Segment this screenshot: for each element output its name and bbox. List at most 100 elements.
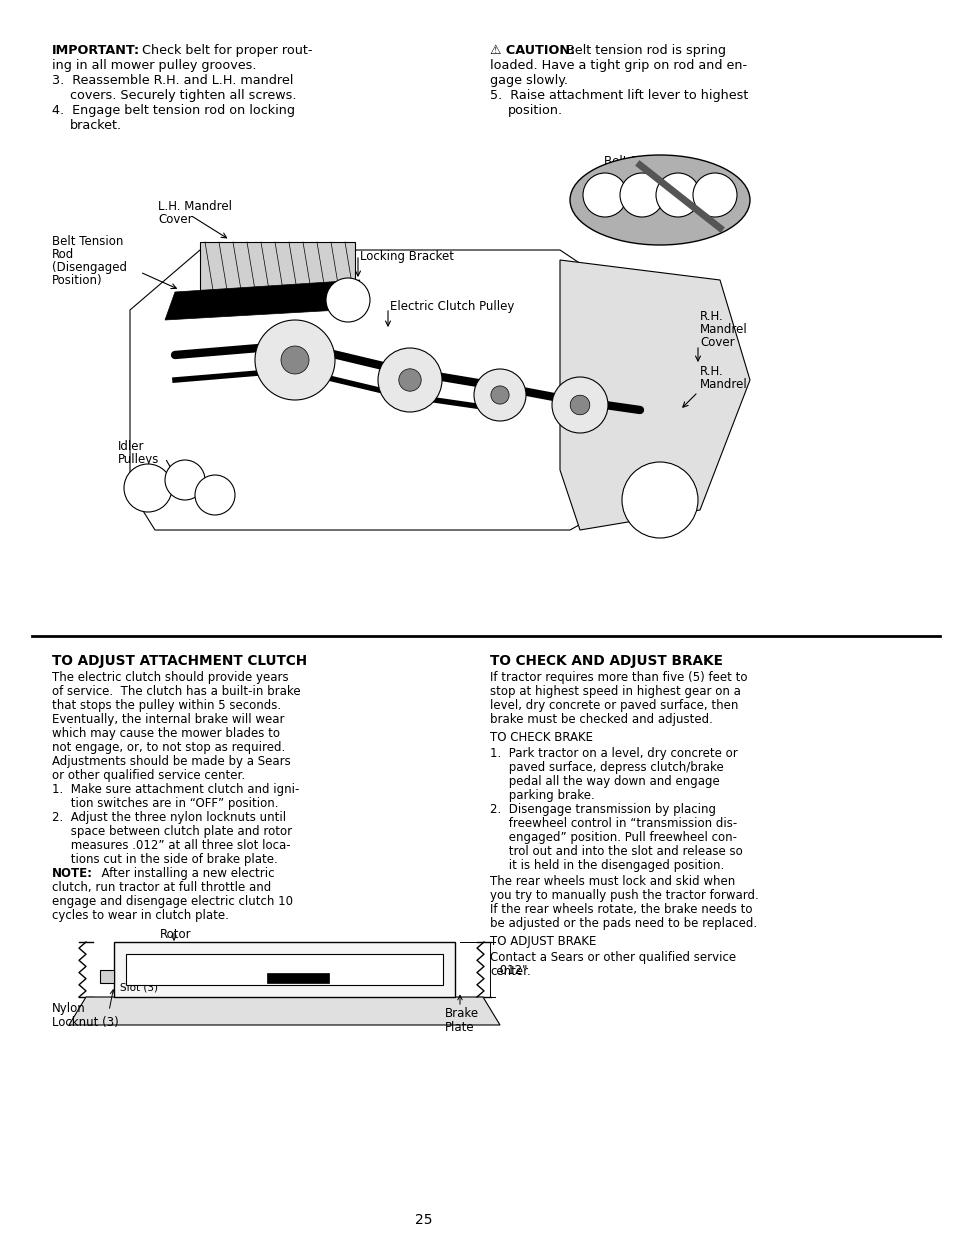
Text: 2.  Adjust the three nylon locknuts until: 2. Adjust the three nylon locknuts until (52, 811, 286, 824)
Text: L.H. Mandrel: L.H. Mandrel (158, 200, 232, 212)
Text: Pulleys: Pulleys (118, 453, 159, 466)
Text: IMPORTANT:: IMPORTANT: (52, 44, 140, 57)
Polygon shape (165, 280, 359, 320)
Text: TO ADJUST BRAKE: TO ADJUST BRAKE (490, 935, 596, 948)
Polygon shape (559, 261, 749, 530)
Text: 1.  Park tractor on a level, dry concrete or: 1. Park tractor on a level, dry concrete… (490, 747, 737, 760)
Bar (267, 973, 329, 983)
Circle shape (582, 173, 626, 217)
Text: Cover: Cover (700, 336, 734, 350)
Circle shape (474, 369, 525, 421)
Polygon shape (69, 997, 499, 1025)
Circle shape (491, 385, 509, 404)
Text: paved surface, depress clutch/brake: paved surface, depress clutch/brake (490, 761, 723, 774)
Text: of service.  The clutch has a built-in brake: of service. The clutch has a built-in br… (52, 685, 300, 698)
Circle shape (692, 173, 737, 217)
Text: measures .012” at all three slot loca-: measures .012” at all three slot loca- (52, 839, 291, 852)
Text: R.H.: R.H. (700, 310, 723, 324)
Text: which may cause the mower blades to: which may cause the mower blades to (52, 727, 280, 740)
Text: TO ADJUST ATTACHMENT CLUTCH: TO ADJUST ATTACHMENT CLUTCH (52, 655, 307, 668)
Bar (200, 242, 355, 290)
Text: Cover: Cover (158, 212, 193, 226)
Text: stop at highest speed in highest gear on a: stop at highest speed in highest gear on… (490, 685, 740, 698)
Text: Electric Clutch Pulley: Electric Clutch Pulley (390, 300, 514, 312)
Text: Belt Tension: Belt Tension (52, 235, 123, 248)
Text: Adjustments should be made by a Sears: Adjustments should be made by a Sears (52, 755, 291, 768)
Text: loaded. Have a tight grip on rod and en-: loaded. Have a tight grip on rod and en- (490, 59, 746, 72)
Text: After installing a new electric: After installing a new electric (94, 867, 274, 881)
Text: 3.  Reassemble R.H. and L.H. mandrel: 3. Reassemble R.H. and L.H. mandrel (52, 74, 294, 86)
Text: Check belt for proper rout-: Check belt for proper rout- (133, 44, 313, 57)
Text: ing in all mower pulley grooves.: ing in all mower pulley grooves. (52, 59, 256, 72)
Text: Eventually, the internal brake will wear: Eventually, the internal brake will wear (52, 713, 284, 726)
Text: TO CHECK AND ADJUST BRAKE: TO CHECK AND ADJUST BRAKE (490, 655, 722, 668)
Text: 1.  Make sure attachment clutch and igni-: 1. Make sure attachment clutch and igni- (52, 783, 299, 797)
Circle shape (621, 462, 698, 538)
Text: Clutch Plate: Clutch Plate (146, 965, 209, 974)
Text: Rotor: Rotor (160, 927, 192, 941)
Circle shape (619, 173, 663, 217)
Text: gage slowly.: gage slowly. (490, 74, 567, 86)
Text: covers. Securely tighten all screws.: covers. Securely tighten all screws. (70, 89, 296, 103)
Text: Brake: Brake (444, 1007, 478, 1020)
Text: pedal all the way down and engage: pedal all the way down and engage (490, 776, 719, 788)
Text: parking brake.: parking brake. (490, 789, 594, 802)
Text: tion switches are in “OFF” position.: tion switches are in “OFF” position. (52, 797, 278, 810)
Text: 4.  Engage belt tension rod on locking: 4. Engage belt tension rod on locking (52, 104, 294, 117)
Text: position.: position. (507, 104, 562, 117)
Text: 5.  Raise attachment lift lever to highest: 5. Raise attachment lift lever to highes… (490, 89, 747, 103)
Text: NOTE:: NOTE: (52, 867, 92, 881)
Text: Belt tension rod is spring: Belt tension rod is spring (561, 44, 725, 57)
Text: freewheel control in “transmission dis-: freewheel control in “transmission dis- (490, 818, 737, 830)
Circle shape (552, 377, 607, 433)
Text: .012": .012" (497, 965, 528, 977)
Bar (100, 969, 113, 983)
Ellipse shape (569, 156, 749, 245)
Text: bracket.: bracket. (70, 119, 122, 132)
Text: Rod: Rod (52, 248, 74, 261)
Text: R.H.: R.H. (700, 366, 723, 378)
Circle shape (398, 369, 421, 391)
Text: you try to manually push the tractor forward.: you try to manually push the tractor for… (490, 889, 758, 902)
Text: space between clutch plate and rotor: space between clutch plate and rotor (52, 825, 292, 839)
Text: engage and disengage electric clutch 10: engage and disengage electric clutch 10 (52, 895, 293, 908)
Text: Slot (3): Slot (3) (120, 983, 158, 993)
Text: Idler: Idler (118, 440, 144, 453)
Circle shape (194, 475, 234, 515)
Text: clutch, run tractor at full throttle and: clutch, run tractor at full throttle and (52, 881, 271, 894)
Bar (113, 942, 455, 997)
Text: Nylon: Nylon (52, 1002, 86, 1015)
Text: level, dry concrete or paved surface, then: level, dry concrete or paved surface, th… (490, 699, 738, 713)
Text: not engage, or, to not stop as required.: not engage, or, to not stop as required. (52, 741, 285, 755)
Text: be adjusted or the pads need to be replaced.: be adjusted or the pads need to be repla… (490, 918, 757, 930)
Text: Locking Bracket: Locking Bracket (359, 249, 454, 263)
Text: If tractor requires more than five (5) feet to: If tractor requires more than five (5) f… (490, 671, 747, 684)
Text: or other qualified service center.: or other qualified service center. (52, 769, 245, 782)
Bar (126, 953, 442, 986)
Text: 25: 25 (415, 1213, 432, 1228)
Text: it is held in the disengaged position.: it is held in the disengaged position. (490, 860, 723, 872)
Circle shape (165, 459, 205, 500)
Text: Plate: Plate (444, 1021, 475, 1034)
Text: TO CHECK BRAKE: TO CHECK BRAKE (490, 731, 593, 743)
Text: center.: center. (490, 965, 530, 978)
Text: Position): Position) (52, 274, 103, 287)
Text: Contact a Sears or other qualified service: Contact a Sears or other qualified servi… (490, 951, 736, 965)
Text: engaged” position. Pull freewheel con-: engaged” position. Pull freewheel con- (490, 831, 737, 844)
Text: cycles to wear in clutch plate.: cycles to wear in clutch plate. (52, 909, 229, 923)
Text: ⚠ CAUTION:: ⚠ CAUTION: (490, 44, 575, 57)
Circle shape (377, 348, 441, 412)
Text: 2.  Disengage transmission by placing: 2. Disengage transmission by placing (490, 803, 716, 816)
Circle shape (281, 346, 309, 374)
Text: tions cut in the side of brake plate.: tions cut in the side of brake plate. (52, 853, 277, 866)
Text: Belt Routing: Belt Routing (603, 156, 676, 168)
Circle shape (124, 464, 172, 513)
Text: that stops the pulley within 5 seconds.: that stops the pulley within 5 seconds. (52, 699, 281, 713)
Circle shape (326, 278, 370, 322)
Text: The rear wheels must lock and skid when: The rear wheels must lock and skid when (490, 876, 735, 888)
Circle shape (254, 320, 335, 400)
Text: (Disengaged: (Disengaged (52, 261, 127, 274)
Text: Locknut (3): Locknut (3) (52, 1016, 118, 1029)
Text: If the rear wheels rotate, the brake needs to: If the rear wheels rotate, the brake nee… (490, 903, 752, 916)
Text: The electric clutch should provide years: The electric clutch should provide years (52, 671, 289, 684)
